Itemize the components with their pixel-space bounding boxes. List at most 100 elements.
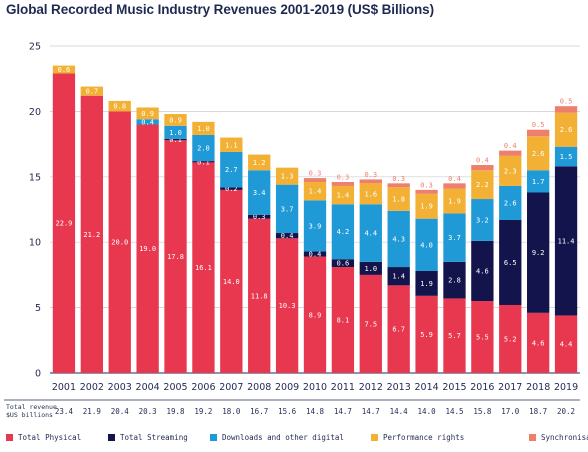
legend: Total Physical Total Streaming Downloads a… — [6, 433, 588, 447]
data-label: 1.3 — [281, 173, 294, 181]
x-tick-label: 2013 — [387, 382, 411, 393]
bar-segment — [136, 107, 159, 120]
data-label: 4.6 — [476, 267, 489, 275]
data-label: 20.0 — [111, 239, 128, 247]
bar-segment — [164, 140, 187, 373]
data-label: 1.1 — [225, 141, 238, 149]
bar-segment — [415, 218, 438, 271]
legend-swatch — [6, 434, 13, 441]
total-value-label: 14.4 — [390, 407, 409, 416]
legend-swatch — [529, 434, 536, 441]
data-label: 6.5 — [504, 259, 517, 267]
bar-segment — [331, 259, 355, 268]
bar-segment — [52, 65, 76, 74]
bar-segment — [331, 185, 355, 205]
legend-item: Total Physical — [6, 433, 81, 442]
y-tick-label: 5 — [35, 303, 41, 314]
bar-segment — [527, 136, 550, 171]
data-label: 11.8 — [251, 292, 268, 300]
bar-segment — [387, 210, 410, 268]
total-value-label: 14.0 — [418, 407, 437, 416]
bar-segment — [554, 166, 578, 316]
bar-segment — [136, 124, 159, 373]
x-tick-label: 2005 — [163, 382, 187, 393]
bar-segment — [220, 137, 243, 152]
bar-segment — [192, 162, 215, 373]
data-label: 19.0 — [139, 245, 156, 253]
total-value-label: 14.7 — [334, 407, 352, 416]
total-value-label: 18.7 — [529, 407, 547, 416]
bar-segment — [527, 192, 550, 313]
totals-caption: Total revenue $US billions — [6, 403, 57, 419]
data-label: 11.4 — [558, 237, 575, 245]
data-label: 10.3 — [279, 302, 296, 310]
data-label: 0.6 — [337, 260, 350, 268]
total-value-label: 19.2 — [194, 407, 212, 416]
data-label: 3.4 — [253, 189, 266, 197]
data-label: 0.4 — [281, 232, 294, 240]
data-label: 4.0 — [420, 241, 433, 249]
bar-segment — [275, 238, 299, 373]
data-label: 1.0 — [197, 125, 210, 133]
data-label: 5.7 — [448, 332, 461, 340]
bar-segment — [164, 138, 187, 141]
bar-segment — [164, 114, 187, 126]
bar-segment — [331, 182, 355, 186]
data-label: 17.8 — [167, 253, 184, 261]
data-label: 5.5 — [476, 334, 489, 342]
data-label: 0.2 — [225, 185, 238, 193]
bar-segment — [471, 165, 494, 171]
data-label: 0.1 — [197, 158, 210, 166]
bar-segment — [443, 261, 466, 299]
x-tick-label: 2014 — [414, 382, 438, 393]
data-label: 1.6 — [364, 190, 377, 198]
total-value-label: 20.2 — [557, 407, 575, 416]
data-label: 1.8 — [392, 196, 405, 204]
x-tick-label: 2012 — [359, 382, 383, 393]
data-label: 1.9 — [420, 203, 433, 211]
data-label: 0.3 — [420, 181, 433, 189]
total-value-label: 21.9 — [83, 407, 101, 416]
bar-segment — [387, 187, 410, 211]
data-label: 14.0 — [223, 278, 240, 286]
data-label: 16.1 — [195, 264, 212, 272]
data-label: 0.4 — [141, 118, 154, 126]
bar-segment — [275, 167, 299, 185]
bar-segment — [499, 185, 522, 220]
bar-segment — [527, 129, 550, 137]
bar-segment — [387, 183, 410, 188]
bar-segment — [359, 179, 382, 184]
data-label: 0.3 — [337, 174, 350, 182]
total-value-label: 15.6 — [278, 407, 297, 416]
bar-segment — [471, 170, 494, 200]
y-tick-label: 0 — [35, 369, 41, 380]
bar-segment — [108, 100, 131, 112]
bar-segment — [220, 189, 243, 373]
bar-segment — [275, 184, 299, 234]
data-label: 9.2 — [532, 249, 545, 257]
data-label: 4.4 — [364, 230, 377, 238]
data-label: 2.6 — [504, 199, 517, 207]
data-label: 3.9 — [309, 222, 322, 230]
legend-item: Total Streaming — [108, 433, 188, 442]
data-label: 7.5 — [364, 320, 377, 328]
bar-segment — [527, 312, 550, 373]
bar-segment — [443, 213, 466, 262]
data-label: 1.4 — [392, 273, 405, 281]
x-tick-label: 2010 — [303, 382, 327, 393]
bar-segment — [52, 73, 76, 373]
total-value-label: 19.8 — [166, 407, 185, 416]
bar-segment — [443, 298, 466, 373]
data-label: 1.0 — [364, 265, 377, 273]
data-label: 0.3 — [364, 171, 377, 179]
bar-segment — [499, 304, 522, 373]
x-tick-label: 2019 — [554, 382, 578, 393]
bar-segment — [80, 86, 103, 96]
bar-segment — [415, 295, 438, 373]
data-label: 0.9 — [169, 116, 182, 124]
data-label: 1.7 — [532, 178, 545, 186]
bar-segment — [499, 155, 522, 186]
bar-segment — [387, 285, 410, 373]
data-label: 0.4 — [309, 250, 322, 258]
